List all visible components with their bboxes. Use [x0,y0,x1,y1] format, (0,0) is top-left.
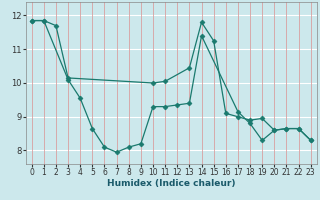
X-axis label: Humidex (Indice chaleur): Humidex (Indice chaleur) [107,179,236,188]
